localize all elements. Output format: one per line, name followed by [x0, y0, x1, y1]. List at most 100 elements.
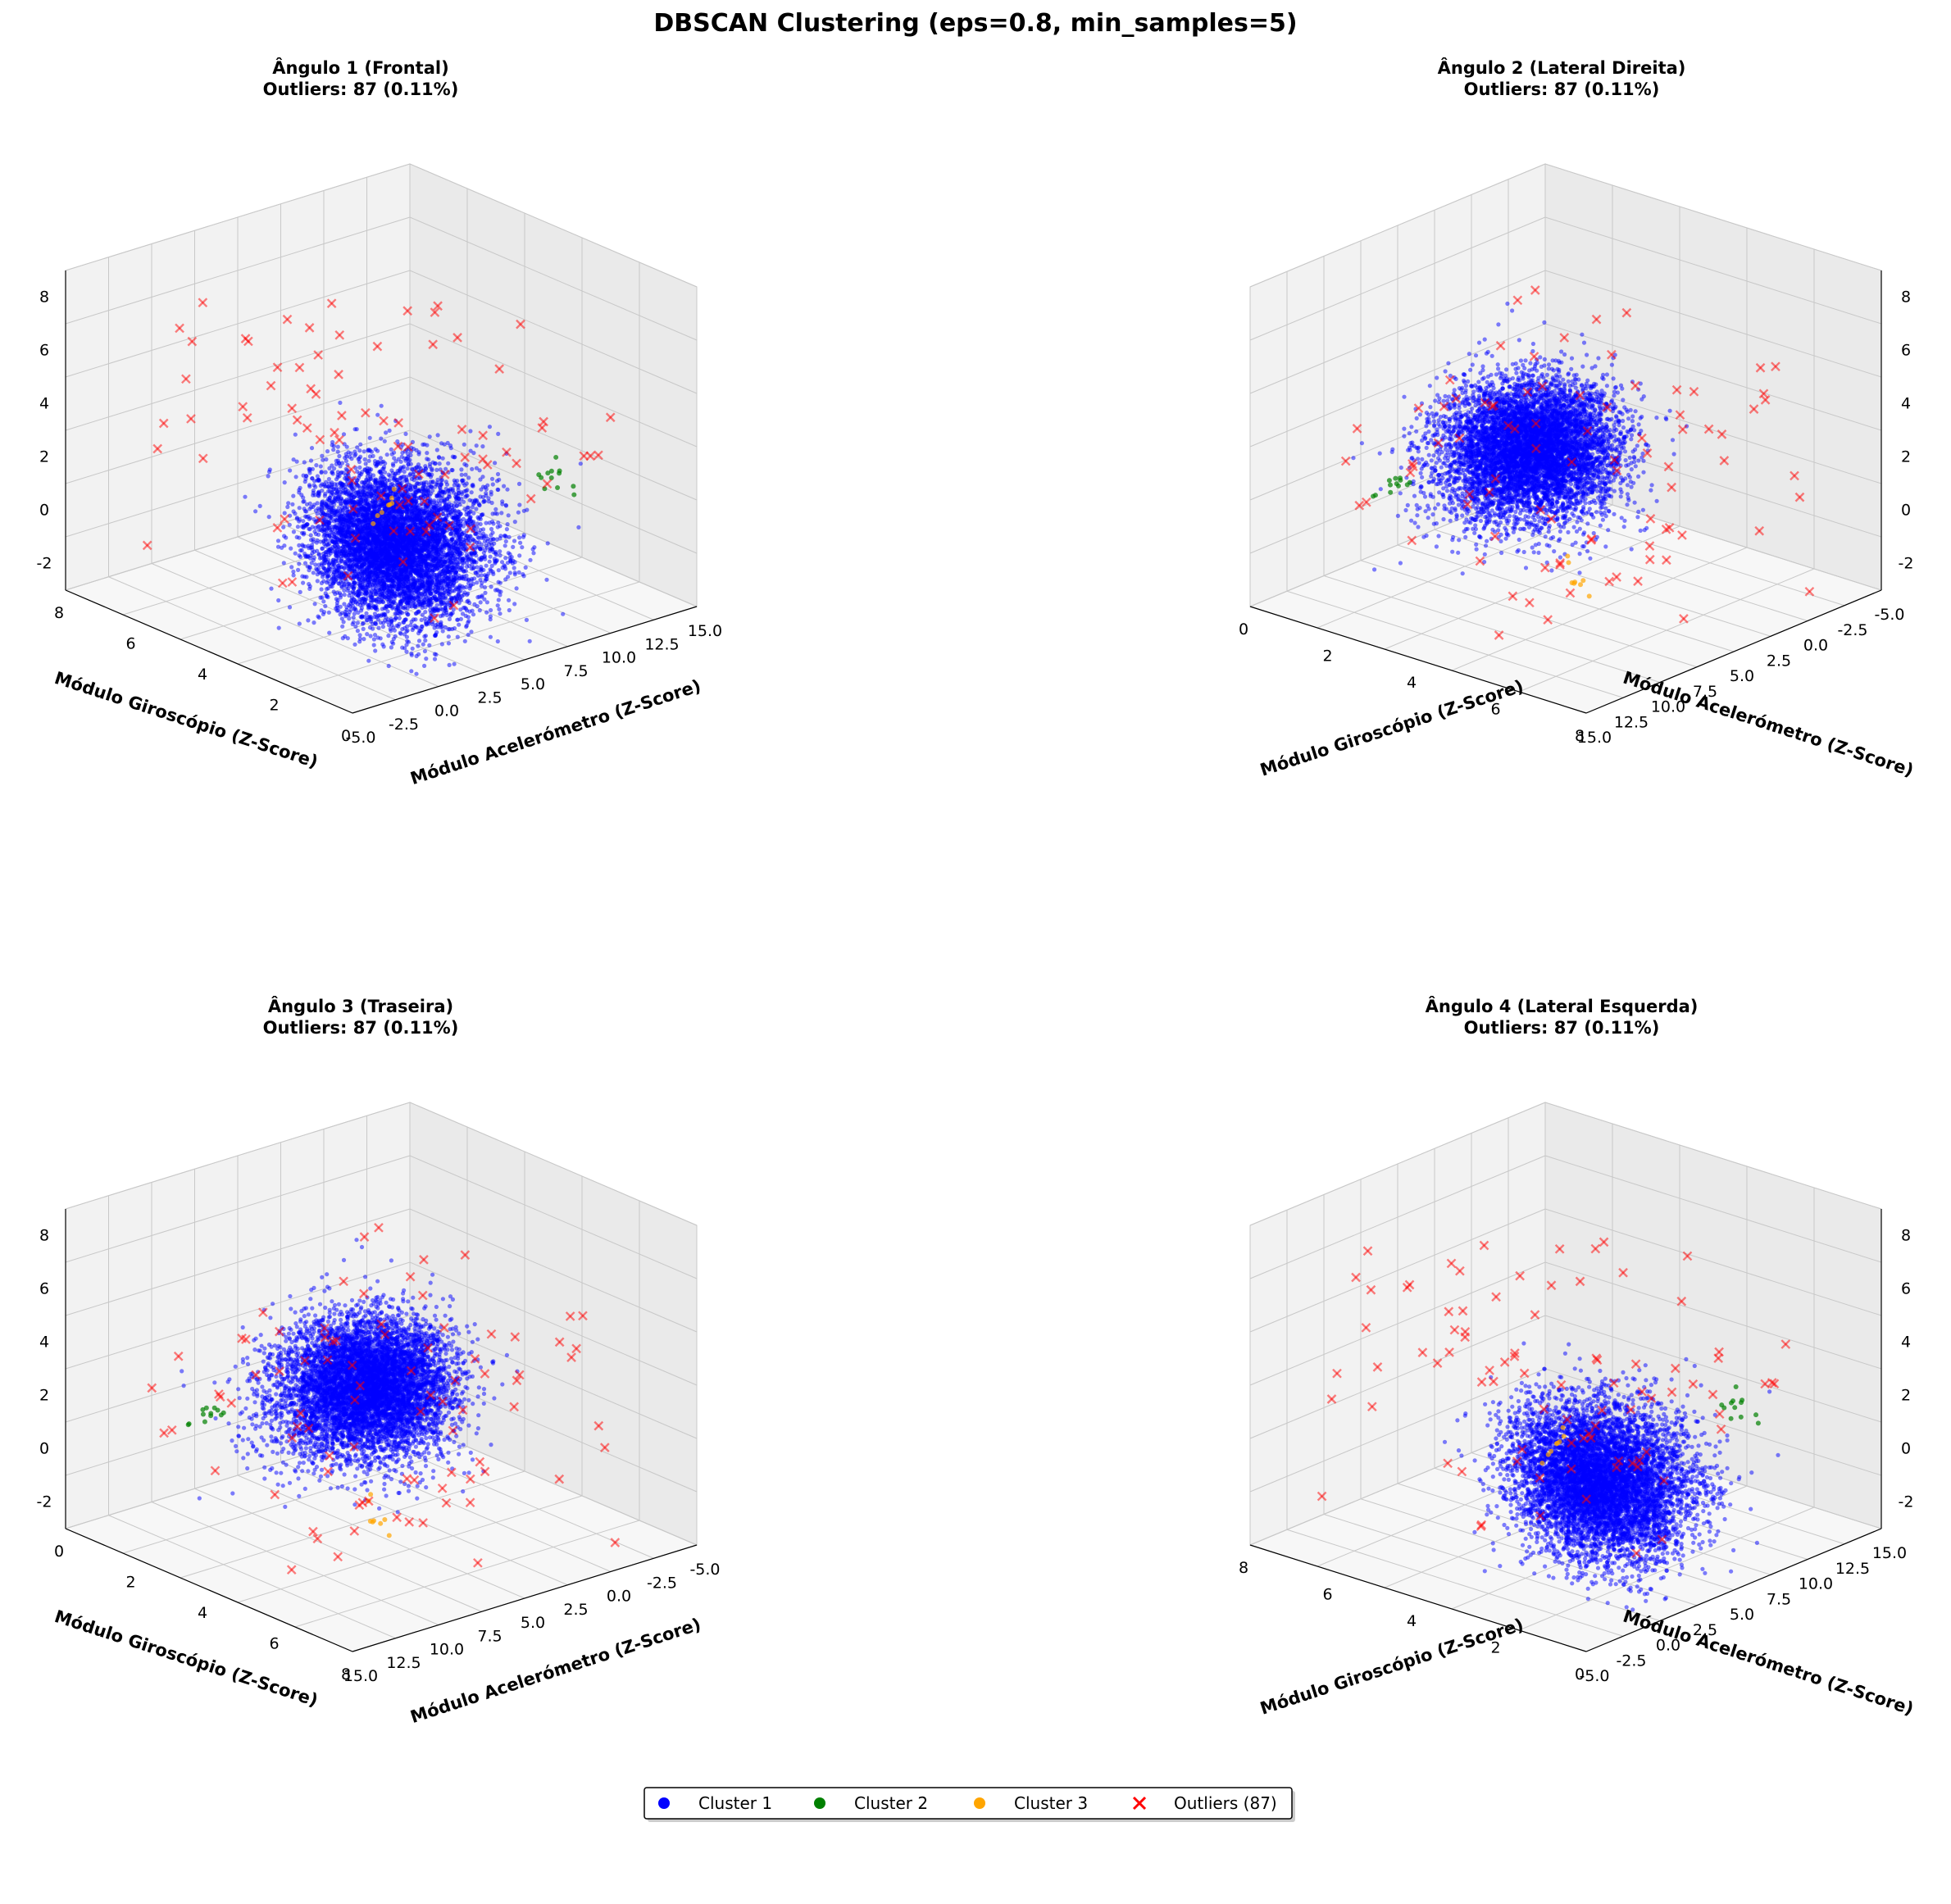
accel-tick-label: 12.5	[644, 635, 679, 653]
cluster-1-point	[517, 553, 521, 557]
cluster-1-point	[289, 547, 293, 551]
cluster-1-point	[415, 654, 419, 658]
cluster-1-point	[325, 575, 330, 579]
cluster-1-point	[475, 565, 479, 569]
cluster-1-point	[414, 672, 418, 676]
cluster-1-point	[316, 579, 320, 583]
cluster-1-point	[457, 593, 461, 598]
cluster-1-point	[544, 578, 548, 582]
gyro-tick-label: 4	[198, 666, 207, 684]
cluster-1-point	[433, 625, 437, 629]
cluster-1-point	[384, 430, 388, 434]
cluster-1-point	[336, 450, 340, 454]
cluster-1-point	[484, 611, 489, 615]
cluster-1-point	[276, 538, 280, 543]
cluster-1-point	[321, 458, 325, 462]
cluster-1-point	[467, 564, 471, 568]
z-tick-label: 8	[39, 289, 49, 307]
cluster-1-point	[453, 455, 457, 459]
cluster-1-point	[499, 511, 503, 515]
gyro-axis-label: Módulo Giroscópio (Z-Score)	[52, 668, 321, 772]
cluster-1-point	[307, 568, 311, 572]
cluster-1-point	[469, 449, 473, 453]
cluster-1-point	[276, 598, 280, 602]
cluster-1-point	[460, 479, 464, 483]
cluster-1-point	[477, 557, 481, 561]
cluster-1-point	[441, 457, 445, 461]
accel-tick-label: 0.0	[434, 702, 459, 720]
cluster-1-point	[381, 460, 385, 464]
cluster-1-point	[290, 502, 294, 507]
cluster-1-point	[325, 449, 330, 453]
cluster-1-point	[371, 583, 375, 587]
cluster-1-point	[576, 525, 580, 529]
cluster-1-point	[320, 547, 324, 551]
cluster-1-point	[459, 490, 463, 494]
cluster-1-point	[516, 511, 521, 515]
cluster-1-point	[338, 591, 342, 595]
cluster-1-point	[380, 607, 384, 611]
cluster-1-point	[379, 437, 383, 441]
cluster-1-point	[504, 539, 508, 543]
cluster-1-point	[280, 546, 284, 550]
cluster-1-point	[338, 401, 342, 405]
cluster-1-point	[315, 549, 319, 553]
cluster-1-point	[498, 549, 502, 553]
cluster-1-point	[352, 643, 357, 647]
cluster-1-point	[375, 615, 379, 619]
cluster-1-point	[476, 502, 480, 506]
cluster-1-point	[312, 620, 316, 625]
cluster-1-point	[446, 461, 450, 466]
cluster-1-point	[427, 616, 431, 620]
cluster-1-point	[440, 478, 444, 482]
cluster-1-point	[308, 553, 312, 557]
cluster-1-point	[327, 611, 331, 615]
cluster-1-point	[253, 509, 257, 513]
cluster-1-point	[375, 413, 380, 417]
cluster-1-point	[362, 627, 366, 631]
cluster-1-point	[293, 552, 298, 556]
cluster-1-point	[579, 461, 583, 466]
cluster-1-point	[490, 530, 494, 534]
cluster-1-point	[324, 470, 328, 475]
cluster-1-point	[489, 548, 493, 552]
cluster-1-point	[267, 515, 271, 519]
cluster-1-point	[307, 483, 312, 487]
cluster-1-point	[464, 463, 468, 467]
cluster-1-point	[497, 580, 501, 584]
cluster-1-point	[464, 625, 468, 629]
cluster-1-point	[300, 575, 304, 579]
cluster-1-point	[409, 484, 413, 488]
cluster-1-point	[309, 533, 313, 537]
cluster-1-point	[383, 439, 387, 443]
subplots-container: Ângulo 1 (Frontal)Outliers: 87 (0.11%)02…	[37, 57, 1917, 1727]
cluster-1-point	[489, 584, 493, 588]
cluster-1-point	[485, 484, 489, 488]
cluster-1-point	[330, 470, 334, 475]
cluster-1-point	[401, 510, 405, 514]
cluster-1-point	[496, 639, 500, 643]
cluster-1-point	[477, 536, 481, 540]
cluster-1-point	[297, 553, 301, 557]
cluster-1-point	[320, 587, 324, 591]
cluster-1-point	[302, 460, 307, 464]
cluster-1-point	[283, 480, 287, 484]
figure-title: DBSCAN Clustering (eps=0.8, min_samples=…	[653, 9, 1297, 38]
cluster-1-point	[512, 566, 516, 570]
cluster-1-point	[417, 638, 421, 643]
cluster-1-point	[521, 535, 525, 539]
cluster-1-point	[466, 475, 471, 479]
cluster-1-point	[462, 507, 466, 511]
cluster-1-point	[466, 633, 471, 637]
cluster-1-point	[371, 627, 375, 631]
cluster-1-point	[478, 494, 482, 498]
cluster-1-point	[448, 663, 452, 667]
cluster-1-point	[389, 448, 393, 452]
cluster-1-point	[319, 464, 323, 468]
cluster-1-point	[336, 475, 340, 479]
cluster-1-point	[411, 647, 415, 651]
cluster-1-point	[321, 612, 325, 616]
accel-tick-label: 10.0	[602, 649, 636, 667]
cluster-1-point	[439, 579, 443, 583]
cluster-1-point	[420, 625, 424, 629]
